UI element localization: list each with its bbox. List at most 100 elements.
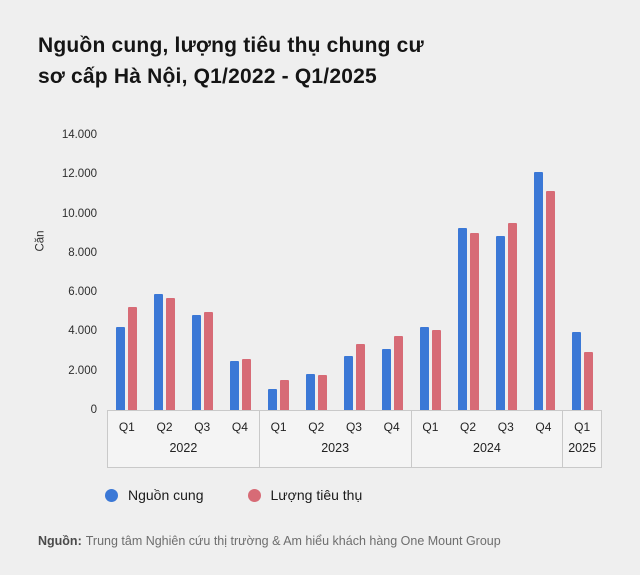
quarter-slot-2023-q1 [259,135,297,410]
quarter-label-2022-q4: Q4 [231,420,248,434]
quarter-label-2023-q3: Q3 [345,420,362,434]
quarter-label-2024-q4: Q4 [535,420,552,434]
quarter-label-2024-q1: Q1 [422,420,439,434]
bar-nguon-cung-2024-q2 [458,228,468,410]
bar-luong-tieu-thu-2025-q1 [584,352,594,410]
bar-nguon-cung-2023-q1 [267,389,277,410]
legend-label: Lượng tiêu thụ [270,487,363,503]
y-axis-title: Căn [34,230,47,252]
bar-pair [344,344,365,410]
bar-nguon-cung-2023-q3 [344,356,353,410]
plot-area [107,135,602,410]
y-tick-2000: 2.000 [68,364,97,377]
bar-luong-tieu-thu-2022-q1 [127,307,137,410]
year-label-2022: 2022 [169,441,198,455]
bar-pair [115,307,137,410]
legend-label: Nguồn cung [128,487,204,503]
bar-nguon-cung-2022-q3 [191,315,201,410]
year-label-2025: 2025 [568,441,597,455]
quarter-label-2022-q2: Q2 [156,420,173,434]
quarter-label-2024-q3: Q3 [497,420,514,434]
bar-luong-tieu-thu-2023-q1 [279,380,289,410]
y-tick-10000: 10.000 [61,207,97,220]
legend-item-nguon-cung: Nguồn cung [105,487,204,503]
x-axis-label-strip: Q1 Q2 Q3 Q4 2022 Q1 Q2 Q3 Q4 2023 Q1 Q2 Q3 Q4 2024 Q1 20… [107,410,602,468]
quarter-slot-2024-q2 [450,135,488,410]
quarter-label-2025-q1: Q1 [574,420,591,434]
y-tick-4000: 4.000 [68,325,97,338]
quarter-label-row: Q1 Q2 Q3 Q4 [412,420,563,434]
bar-nguon-cung-2024-q3 [496,236,506,410]
bar-group-2025 [564,135,602,410]
quarter-slot-2023-q3 [335,135,373,410]
bar-luong-tieu-thu-2023-q4 [394,336,404,410]
quarter-label-row: Q1 [563,420,601,434]
source-note: Nguồn: Trung tâm Nghiên cứu thị trường & … [38,534,501,548]
quarter-slot-2022-q2 [145,135,183,410]
y-tick-12000: 12.000 [61,168,97,181]
quarter-slot-2022-q1 [107,135,145,410]
bar-pair [305,374,327,410]
bar-nguon-cung-2024-q1 [420,327,430,410]
bar-pair [191,312,213,410]
quarter-label-2024-q2: Q2 [460,420,477,434]
bar-group-2022 [107,135,259,410]
quarter-label-row: Q1 Q2 Q3 Q4 [260,420,411,434]
bar-nguon-cung-2025-q1 [572,332,582,410]
bar-luong-tieu-thu-2023-q2 [317,375,327,410]
bar-pair [153,294,175,410]
bar-luong-tieu-thu-2024-q1 [432,330,442,410]
quarter-slot-2025-q1 [564,135,602,410]
quarter-label-2023-q1: Q1 [270,420,287,434]
bar-luong-tieu-thu-2022-q3 [203,312,213,410]
quarter-slot-2022-q3 [183,135,221,410]
chart-legend: Nguồn cung Lượng tiêu thụ [105,487,362,503]
legend-dot-icon [247,488,261,502]
quarter-slot-2024-q4 [526,135,564,410]
quarter-slot-2023-q4 [374,135,412,410]
quarter-label-row: Q1 Q2 Q3 Q4 [108,420,259,434]
bar-luong-tieu-thu-2023-q3 [356,344,365,410]
quarter-label-2023-q2: Q2 [308,420,325,434]
quarter-label-2023-q4: Q4 [383,420,400,434]
bar-pair [267,380,289,410]
page-title: Nguồn cung, lượng tiêu thụ chung cư sơ c… [38,30,608,92]
bar-luong-tieu-thu-2024-q2 [470,233,480,410]
legend-item-luong-tieu-thu: Lượng tiêu thụ [247,487,363,503]
year-box-2025: Q1 2025 [562,410,602,468]
y-tick-8000: 8.000 [68,246,97,259]
y-tick-0: 0 [90,404,97,416]
quarter-slot-2024-q1 [412,135,450,410]
source-text: Trung tâm Nghiên cứu thị trường & Am hiể… [85,534,501,548]
y-tick-6000: 6.000 [68,286,97,299]
bar-nguon-cung-2024-q4 [534,172,544,410]
bar-pair [458,228,480,410]
source-label: Nguồn: [38,534,82,548]
bar-luong-tieu-thu-2022-q4 [241,359,251,410]
quarter-label-2022-q1: Q1 [118,420,135,434]
year-box-2023: Q1 Q2 Q3 Q4 2023 [258,410,412,468]
quarter-slot-2024-q3 [488,135,526,410]
bar-group-2023 [259,135,411,410]
quarter-slot-2023-q2 [297,135,335,410]
quarter-label-2022-q3: Q3 [194,420,211,434]
bar-nguon-cung-2023-q2 [305,374,315,410]
bar-luong-tieu-thu-2024-q3 [508,223,518,410]
bar-nguon-cung-2022-q1 [115,327,125,410]
year-box-2022: Q1 Q2 Q3 Q4 2022 [107,410,260,468]
bar-pair [572,332,594,410]
bar-group-2024 [412,135,564,410]
bar-pair [382,336,404,410]
quarter-slot-2022-q4 [221,135,259,410]
bar-pair [229,359,251,410]
year-label-2024: 2024 [473,441,501,455]
bar-pair [496,223,518,410]
title-line-2: sơ cấp Hà Nội, Q1/2022 - Q1/2025 [38,65,377,88]
bar-luong-tieu-thu-2024-q4 [546,191,556,410]
legend-dot-icon [105,488,118,502]
year-label-2023: 2023 [321,441,350,455]
bar-nguon-cung-2022-q4 [229,361,239,410]
bar-nguon-cung-2023-q4 [382,349,392,410]
bar-pair [420,327,442,410]
